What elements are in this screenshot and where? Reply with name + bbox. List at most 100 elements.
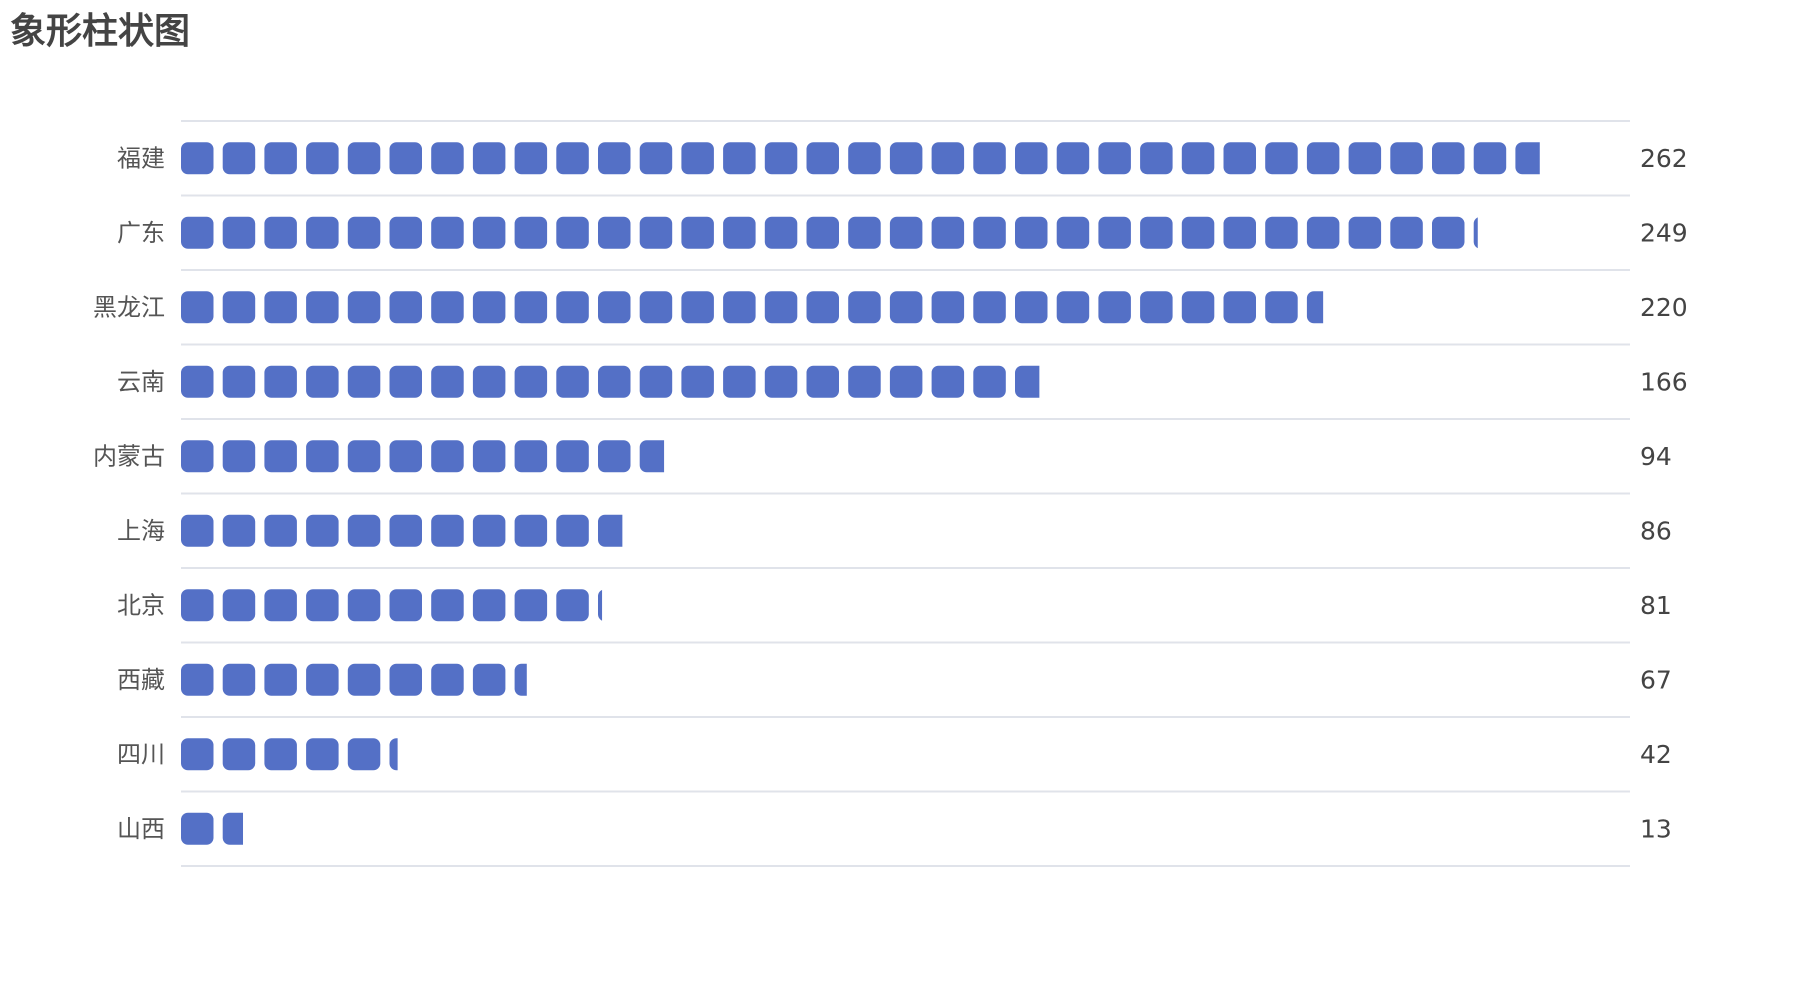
bar-symbol <box>472 589 506 622</box>
bar-symbol <box>472 514 506 547</box>
bar-symbol <box>347 440 381 473</box>
bars <box>181 142 1540 845</box>
bar-symbol <box>598 589 603 621</box>
bar-symbol <box>389 216 422 249</box>
category-label: 广东 <box>117 219 165 247</box>
bar-symbol <box>389 291 422 324</box>
bar-symbol <box>222 514 256 547</box>
category-label: 黑龙江 <box>93 293 165 321</box>
bar-symbol <box>1056 291 1090 324</box>
bar-symbol <box>806 291 839 324</box>
value-label: 262 <box>1640 144 1688 173</box>
bar-symbol <box>639 142 673 175</box>
bar-symbol <box>431 514 464 547</box>
bar <box>181 663 527 696</box>
bar-symbol <box>347 291 381 324</box>
bar-symbol <box>347 216 381 249</box>
bar-symbol <box>1390 142 1423 175</box>
bar-symbol <box>306 291 339 324</box>
bar-symbol <box>848 291 881 324</box>
bar-symbol <box>222 440 256 473</box>
bar-symbol <box>347 663 381 696</box>
bar-symbol <box>1473 217 1478 249</box>
bar-symbol <box>598 216 631 249</box>
bar-symbol <box>556 514 589 547</box>
bar-symbol <box>181 440 214 473</box>
bar-symbol <box>973 216 1006 249</box>
chart-title: 象形柱状图 <box>10 11 191 52</box>
bar-symbol <box>1181 142 1215 175</box>
bar-symbol <box>1098 216 1131 249</box>
bar-symbol <box>764 142 798 175</box>
category-label: 北京 <box>117 591 165 619</box>
bar-symbol <box>556 365 589 398</box>
bar-symbol <box>222 216 256 249</box>
bar-symbol <box>389 589 422 622</box>
bar-symbol <box>347 365 381 398</box>
bar-symbol <box>931 365 965 398</box>
bar-symbol <box>639 216 673 249</box>
bar-symbol <box>431 663 464 696</box>
category-label: 上海 <box>117 517 165 545</box>
bar <box>181 440 665 473</box>
bar-symbol <box>1098 291 1131 324</box>
bar-symbol <box>639 440 665 473</box>
bar-symbol <box>389 365 422 398</box>
bar-symbol <box>1015 365 1040 398</box>
bar-symbol <box>1140 142 1173 175</box>
bar <box>181 738 398 771</box>
bar-symbol <box>848 365 881 398</box>
bar-symbol <box>1306 291 1324 324</box>
category-label: 西藏 <box>117 666 165 694</box>
bar-symbol <box>556 216 589 249</box>
bar-symbol <box>973 291 1006 324</box>
value-label: 13 <box>1640 814 1672 843</box>
bar-symbol <box>681 142 714 175</box>
bar-symbol <box>431 589 464 622</box>
value-label: 67 <box>1640 665 1672 694</box>
bar-symbol <box>598 142 631 175</box>
bar-symbol <box>639 291 673 324</box>
category-label: 云南 <box>117 368 165 396</box>
bar-symbol <box>973 365 1006 398</box>
bar-symbol <box>222 812 244 845</box>
bar-symbol <box>1056 142 1090 175</box>
bar-symbol <box>1140 216 1173 249</box>
bar-symbol <box>431 142 464 175</box>
value-label: 81 <box>1640 591 1672 620</box>
bar-symbol <box>514 365 548 398</box>
bar-symbol <box>264 663 297 696</box>
value-label: 166 <box>1640 367 1688 396</box>
bar-symbol <box>222 663 256 696</box>
bar-symbol <box>222 738 256 771</box>
value-label: 42 <box>1640 740 1672 769</box>
bar-symbol <box>181 142 214 175</box>
bar-symbol <box>472 216 506 249</box>
bar-symbol <box>472 142 506 175</box>
bar-symbol <box>1348 142 1382 175</box>
bar-symbol <box>347 589 381 622</box>
bar-symbol <box>806 365 839 398</box>
bar-symbol <box>264 440 297 473</box>
bar-symbol <box>514 142 548 175</box>
bar-symbol <box>973 142 1006 175</box>
bar-symbol <box>764 216 798 249</box>
category-label: 四川 <box>117 740 165 768</box>
bar-symbol <box>181 291 214 324</box>
bar-symbol <box>1015 291 1048 324</box>
category-label: 内蒙古 <box>93 442 165 470</box>
bar-symbol <box>1056 216 1090 249</box>
bar-symbol <box>1432 142 1465 175</box>
bar-symbol <box>1473 142 1507 175</box>
bar-symbol <box>264 589 297 622</box>
bar-symbol <box>764 291 798 324</box>
bar <box>181 291 1324 324</box>
bar-symbol <box>556 142 589 175</box>
bar-symbol <box>931 142 965 175</box>
value-label: 86 <box>1640 516 1672 545</box>
bar-symbol <box>1223 216 1256 249</box>
bar-symbol <box>889 216 923 249</box>
bar-symbol <box>181 738 214 771</box>
